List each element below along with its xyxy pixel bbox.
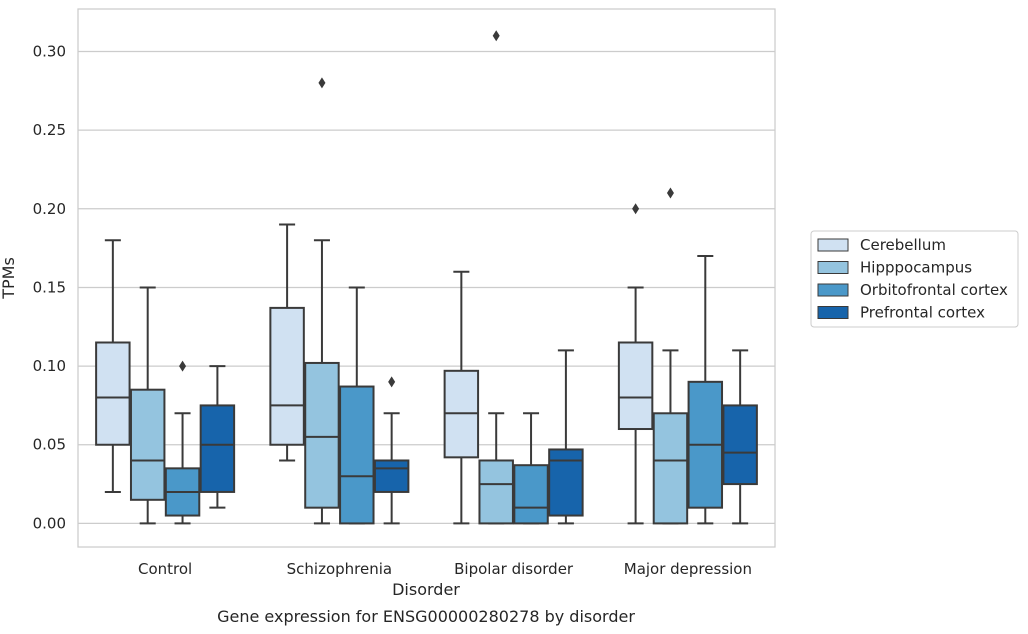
box-2-1 (129, 286, 166, 525)
legend: Cerebellum Hipppocampus Orbitofrontal cort… (810, 230, 1019, 328)
legend-label: Orbitofrontal cortex (860, 281, 1008, 299)
legend-swatch (817, 306, 849, 319)
box-1-3 (443, 270, 480, 525)
outlier-point (632, 203, 640, 215)
box-3-1 (164, 360, 201, 525)
box-body (513, 464, 549, 525)
x-tick-label: Major depression (624, 560, 752, 578)
box-body (199, 404, 236, 493)
box-3-2 (339, 286, 375, 525)
legend-swatch (817, 261, 849, 274)
x-tick-label: Schizophrenia (287, 560, 392, 578)
y-tick-label: 0.10 (33, 357, 66, 375)
box-body (617, 341, 654, 431)
box-body (304, 361, 340, 509)
chart-caption: Gene expression for ENSG00000280278 by d… (217, 607, 635, 626)
box-body (129, 388, 166, 501)
y-tick-label: 0.15 (33, 278, 66, 296)
x-tick-labels: Control Schizophrenia Bipolar disorder Majo… (138, 560, 752, 578)
box-4-2 (373, 376, 410, 525)
box-3-4 (687, 254, 724, 525)
outlier-point (492, 30, 500, 42)
outlier-point (666, 187, 674, 199)
grid-lines (78, 50, 775, 525)
box-1-2 (269, 223, 305, 462)
box-4-4 (722, 349, 758, 525)
y-tick-labels: 0.00 0.05 0.10 0.15 0.20 0.25 0.30 (33, 42, 66, 532)
plot-area-frame (77, 8, 776, 548)
box-body (478, 459, 514, 525)
box-body (722, 404, 758, 486)
box-body (269, 306, 305, 446)
y-tick-label: 0.00 (33, 514, 66, 532)
y-tick-label: 0.20 (33, 200, 66, 218)
outlier-point (388, 376, 396, 388)
box-body (95, 341, 131, 446)
box-body (373, 459, 410, 493)
box-2-4 (652, 187, 689, 525)
legend-frame (810, 230, 1019, 328)
box-body (339, 385, 375, 525)
legend-swatch (817, 238, 849, 252)
legend-swatch (817, 283, 849, 297)
y-tick-label: 0.25 (33, 121, 66, 139)
y-axis-label: TPMs (0, 257, 18, 300)
outlier-point (179, 360, 187, 372)
x-tick-label: Bipolar disorder (454, 560, 574, 578)
box-3-3 (513, 412, 549, 525)
outlier-point (318, 77, 326, 89)
y-tick-label: 0.30 (33, 42, 66, 60)
box-2-2 (304, 77, 340, 525)
box-body (548, 448, 584, 517)
box-2-3 (478, 30, 514, 525)
box-4-3 (548, 349, 584, 525)
box-1-4 (617, 203, 654, 525)
legend-label: Cerebellum (860, 236, 946, 254)
x-tick-label: Control (138, 560, 192, 578)
box-layer (95, 30, 758, 525)
y-tick-label: 0.05 (33, 436, 66, 454)
box-1-1 (95, 239, 131, 493)
x-axis-label: Disorder (392, 580, 460, 599)
box-4-1 (199, 365, 236, 509)
legend-label: Hipppocampus (860, 259, 972, 277)
box-body (652, 412, 689, 525)
legend-label: Prefrontal cortex (860, 304, 985, 322)
